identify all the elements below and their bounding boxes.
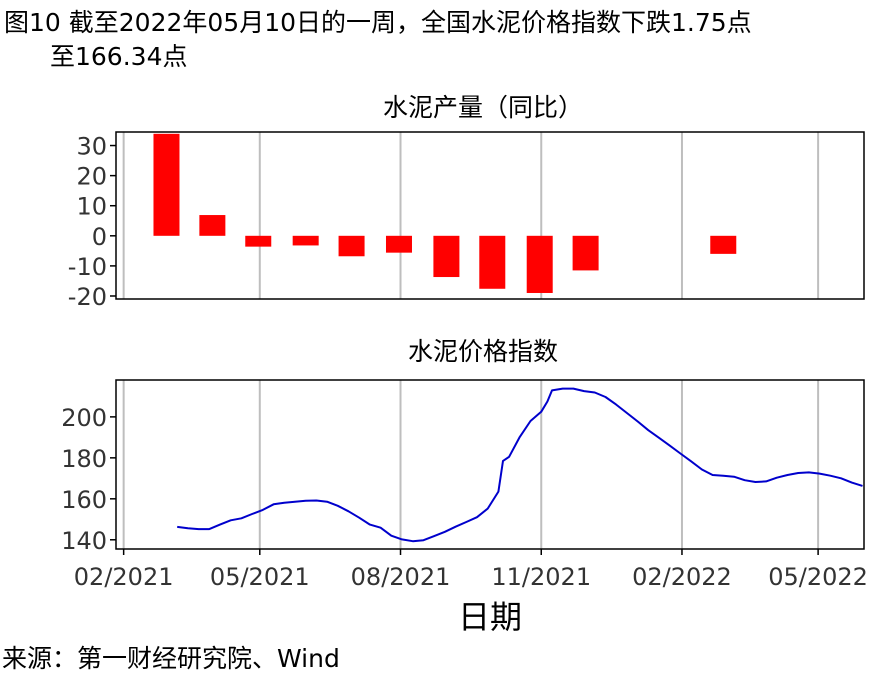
y-tick-label: 160 bbox=[61, 486, 107, 514]
figure-title: 图10 截至2022年05月10日的一周，全国水泥价格指数下跌1.75点 至16… bbox=[4, 6, 874, 74]
bar bbox=[710, 235, 737, 254]
x-tick-label: 02/2022 bbox=[632, 563, 732, 591]
x-tick-label: 08/2021 bbox=[351, 563, 451, 591]
line-panel: 200 180 160 140 bbox=[61, 379, 865, 555]
bar bbox=[479, 235, 506, 289]
y-tick-label: -20 bbox=[68, 283, 107, 311]
x-axis-label: 日期 bbox=[458, 598, 522, 636]
bar bbox=[199, 215, 226, 236]
panel-frame bbox=[115, 131, 865, 300]
y-tick-label: 200 bbox=[61, 404, 107, 432]
line-panel-title: 水泥价格指数 bbox=[408, 337, 558, 366]
source-note: 来源：第一财经研究院、Wind bbox=[2, 644, 340, 673]
bar bbox=[292, 235, 319, 246]
y-tick-label: 20 bbox=[76, 163, 107, 191]
y-tick-label: 0 bbox=[92, 223, 107, 251]
y-tick-label: 180 bbox=[61, 445, 107, 473]
bar bbox=[385, 235, 412, 253]
price-index-line bbox=[177, 387, 863, 543]
y-tick-label: 140 bbox=[61, 527, 107, 555]
x-tick-label: 05/2022 bbox=[768, 563, 868, 591]
x-tick-label: 05/2021 bbox=[210, 563, 310, 591]
figure-title-line1: 图10 截至2022年05月10日的一周，全国水泥价格指数下跌1.75点 bbox=[4, 8, 752, 37]
figure-title-line2: 至166.34点 bbox=[50, 42, 188, 71]
panel-frame bbox=[115, 379, 865, 550]
bar-panel-title: 水泥产量（同比） bbox=[383, 93, 583, 122]
y-tick-label: 10 bbox=[76, 193, 107, 221]
x-tick-label: 02/2021 bbox=[74, 563, 174, 591]
bar bbox=[245, 235, 272, 247]
bar bbox=[153, 133, 180, 236]
y-tick-label: 30 bbox=[76, 133, 107, 161]
bar bbox=[338, 235, 365, 257]
x-tick-label: 11/2021 bbox=[491, 563, 591, 591]
bar bbox=[572, 235, 599, 271]
y-tick-label: -10 bbox=[68, 253, 107, 281]
plot-background bbox=[116, 380, 864, 549]
bar bbox=[433, 235, 460, 278]
x-axis: 02/2021 05/2021 08/2021 11/2021 02/2022 05/20… bbox=[74, 549, 868, 591]
bar bbox=[526, 235, 553, 293]
